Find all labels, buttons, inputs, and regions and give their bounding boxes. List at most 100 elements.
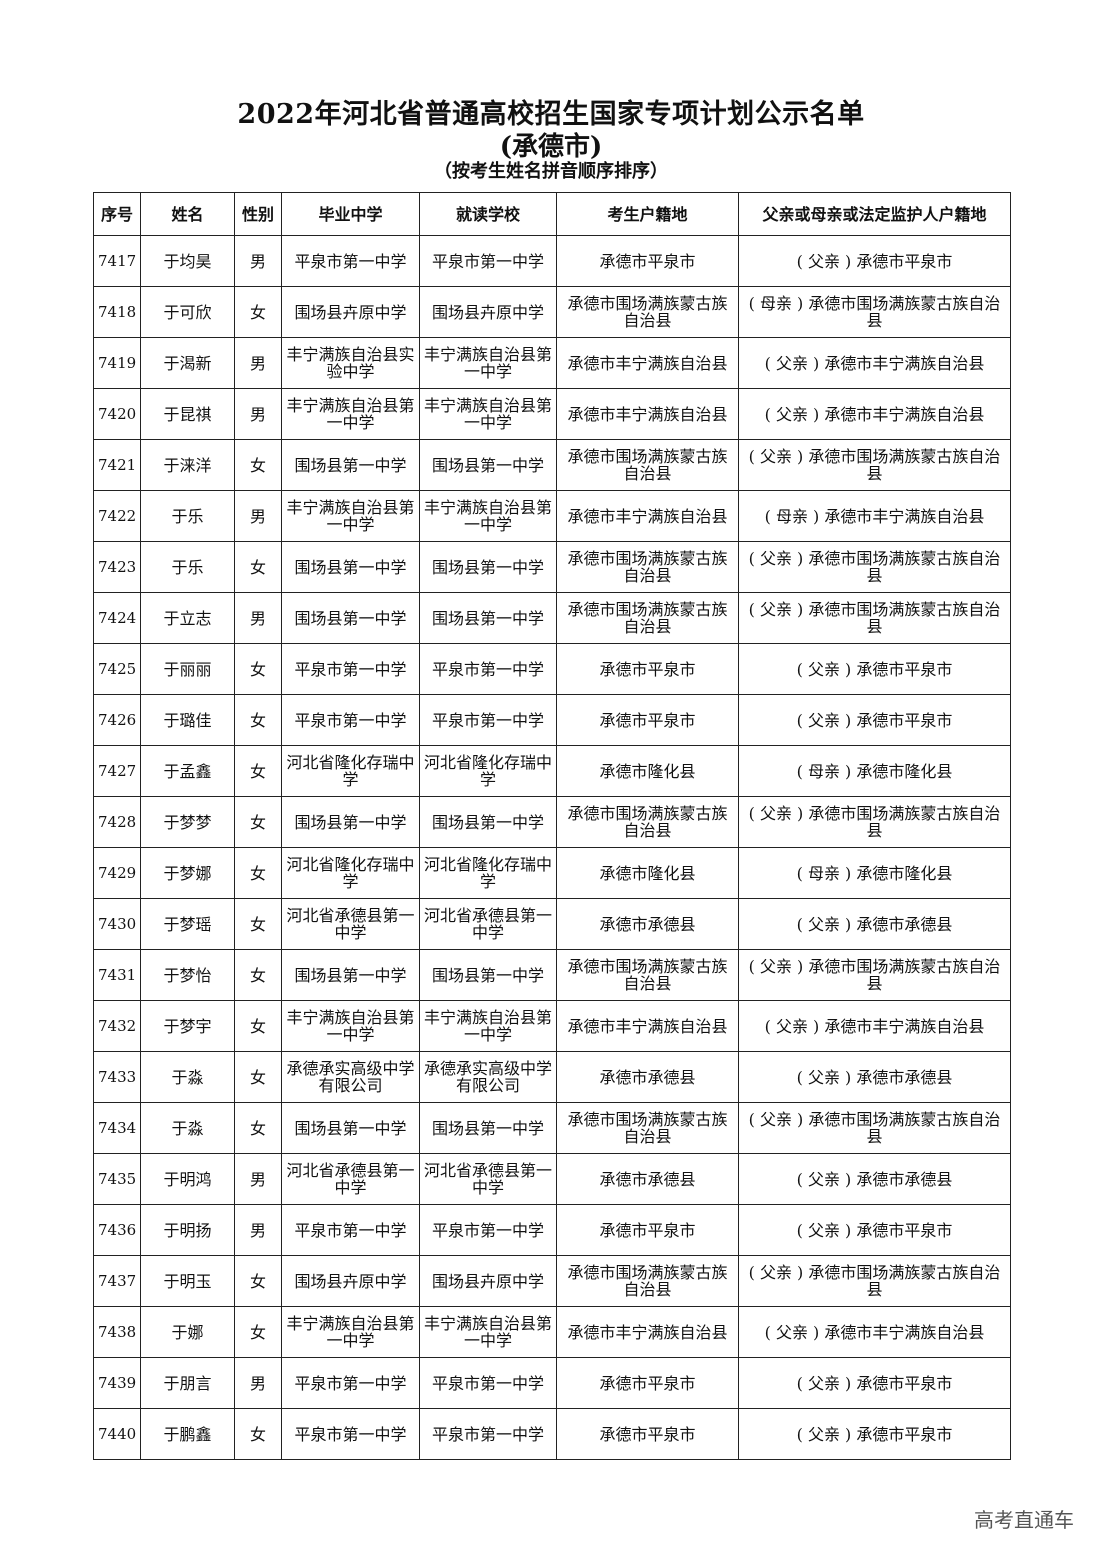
table-row: 7417 于均昊男平泉市第一中学 平泉市第一中学 承德市平泉市( 父亲 ) 承德市平泉… [93, 235, 1011, 287]
cell-name: 于丽丽 [140, 643, 235, 695]
cell-gender: 男 [234, 388, 282, 440]
cell-graduated-school: 围场县第一中学 [281, 1102, 420, 1154]
header-col-current-school: 就读学校 [419, 192, 557, 236]
cell-current-school: 承德承实高级中学有限公司 [419, 1051, 557, 1103]
cell-current-school: 河北省隆化存瑞中学 [419, 745, 557, 797]
cell-household: 承德市平泉市 [556, 694, 739, 746]
cell-household: 承德市围场满族蒙古族自治县 [556, 949, 739, 1001]
cell-gender: 男 [234, 490, 282, 542]
cell-gender: 女 [234, 643, 282, 695]
cell-current-school: 围场县第一中学 [419, 592, 557, 644]
cell-gender: 女 [234, 847, 282, 899]
cell-gender: 女 [234, 949, 282, 1001]
cell-name: 于梦怡 [140, 949, 235, 1001]
cell-guardian-household: ( 父亲 ) 承德市围场满族蒙古族自治县 [738, 439, 1011, 491]
cell-household: 承德市平泉市 [556, 235, 739, 287]
cell-index: 7418 [93, 286, 141, 338]
cell-graduated-school: 丰宁满族自治县第一中学 [281, 1306, 420, 1358]
cell-name: 于梦梦 [140, 796, 235, 848]
cell-graduated-school: 围场县卉原中学 [281, 286, 420, 338]
cell-guardian-household: ( 母亲 ) 承德市隆化县 [738, 847, 1011, 899]
cell-guardian-household: ( 母亲 ) 承德市隆化县 [738, 745, 1011, 797]
header-col-gender: 性别 [234, 192, 282, 236]
cell-current-school: 平泉市第一中学 [419, 1408, 557, 1460]
cell-current-school: 围场县第一中学 [419, 949, 557, 1001]
cell-name: 于乐 [140, 490, 235, 542]
cell-household: 承德市丰宁满族自治县 [556, 1000, 739, 1052]
cell-index: 7431 [93, 949, 141, 1001]
cell-gender: 男 [234, 235, 282, 287]
table-row: 7429 于梦娜女河北省隆化存瑞中学 河北省隆化存瑞中学 承德市隆化县( 母亲 ) 承… [93, 847, 1011, 899]
cell-current-school: 河北省承德县第一中学 [419, 898, 557, 950]
cell-name: 于梦娜 [140, 847, 235, 899]
cell-current-school: 平泉市第一中学 [419, 235, 557, 287]
table-row: 7439 于朋言男平泉市第一中学 平泉市第一中学 承德市平泉市( 父亲 ) 承德市平泉… [93, 1357, 1011, 1409]
table-row: 7422 于乐男丰宁满族自治县第一中学 丰宁满族自治县第一中学 承德市丰宁满族自治县(… [93, 490, 1011, 542]
cell-gender: 男 [234, 1153, 282, 1205]
table-row: 7436 于明扬男平泉市第一中学 平泉市第一中学 承德市平泉市( 父亲 ) 承德市平泉… [93, 1204, 1011, 1256]
cell-index: 7421 [93, 439, 141, 491]
cell-name: 于娜 [140, 1306, 235, 1358]
cell-gender: 女 [234, 1306, 282, 1358]
cell-name: 于梦宇 [140, 1000, 235, 1052]
cell-household: 承德市围场满族蒙古族自治县 [556, 286, 739, 338]
cell-index: 7420 [93, 388, 141, 440]
cell-guardian-household: ( 父亲 ) 承德市丰宁满族自治县 [738, 337, 1011, 389]
cell-name: 于孟鑫 [140, 745, 235, 797]
table-row: 7438 于娜女丰宁满族自治县第一中学 丰宁满族自治县第一中学 承德市丰宁满族自治县(… [93, 1306, 1011, 1358]
cell-household: 承德市平泉市 [556, 1204, 739, 1256]
cell-guardian-household: ( 父亲 ) 承德市围场满族蒙古族自治县 [738, 541, 1011, 593]
cell-graduated-school: 丰宁满族自治县第一中学 [281, 490, 420, 542]
cell-graduated-school: 平泉市第一中学 [281, 643, 420, 695]
cell-household: 承德市围场满族蒙古族自治县 [556, 1255, 739, 1307]
cell-name: 于渴新 [140, 337, 235, 389]
table-row: 7432 于梦宇女丰宁满族自治县第一中学 丰宁满族自治县第一中学 承德市丰宁满族自治县… [93, 1000, 1011, 1052]
header-col-household: 考生户籍地 [556, 192, 739, 236]
cell-index: 7433 [93, 1051, 141, 1103]
cell-gender: 女 [234, 898, 282, 950]
table-row: 7431 于梦怡女围场县第一中学 围场县第一中学 承德市围场满族蒙古族自治县( 父亲 … [93, 949, 1011, 1001]
cell-index: 7438 [93, 1306, 141, 1358]
cell-name: 于淼 [140, 1051, 235, 1103]
cell-gender: 女 [234, 439, 282, 491]
cell-graduated-school: 围场县第一中学 [281, 592, 420, 644]
cell-current-school: 丰宁满族自治县第一中学 [419, 1306, 557, 1358]
table-row: 7435 于明鸿男河北省承德县第一中学 河北省承德县第一中学 承德市承德县( 父亲 )… [93, 1153, 1011, 1205]
cell-household: 承德市承德县 [556, 898, 739, 950]
cell-current-school: 围场县卉原中学 [419, 1255, 557, 1307]
cell-index: 7425 [93, 643, 141, 695]
cell-current-school: 平泉市第一中学 [419, 1204, 557, 1256]
cell-current-school: 丰宁满族自治县第一中学 [419, 337, 557, 389]
table-row: 7419 于渴新男丰宁满族自治县实验中学 丰宁满族自治县第一中学 承德市丰宁满族自治县… [93, 337, 1011, 389]
document-title: 2022年河北省普通高校招生国家专项计划公示名单 [237, 99, 865, 130]
cell-current-school: 丰宁满族自治县第一中学 [419, 490, 557, 542]
cell-gender: 女 [234, 1255, 282, 1307]
cell-guardian-household: ( 父亲 ) 承德市平泉市 [738, 1408, 1011, 1460]
cell-graduated-school: 围场县第一中学 [281, 796, 420, 848]
header-col-name: 姓名 [140, 192, 235, 236]
table-row: 7440 于鹏鑫女平泉市第一中学 平泉市第一中学 承德市平泉市( 父亲 ) 承德市平泉… [93, 1408, 1011, 1460]
cell-household: 承德市隆化县 [556, 745, 739, 797]
cell-household: 承德市围场满族蒙古族自治县 [556, 439, 739, 491]
cell-household: 承德市承德县 [556, 1051, 739, 1103]
cell-guardian-household: ( 父亲 ) 承德市丰宁满族自治县 [738, 1000, 1011, 1052]
cell-index: 7423 [93, 541, 141, 593]
cell-household: 承德市隆化县 [556, 847, 739, 899]
cell-graduated-school: 河北省承德县第一中学 [281, 1153, 420, 1205]
cell-household: 承德市围场满族蒙古族自治县 [556, 796, 739, 848]
cell-current-school: 河北省承德县第一中学 [419, 1153, 557, 1205]
cell-current-school: 丰宁满族自治县第一中学 [419, 1000, 557, 1052]
header-col-graduated-school: 毕业中学 [281, 192, 420, 236]
cell-index: 7417 [93, 235, 141, 287]
cell-name: 于朋言 [140, 1357, 235, 1409]
cell-graduated-school: 丰宁满族自治县第一中学 [281, 1000, 420, 1052]
table-header-row: 序号 姓名 性别 毕业中学 就读学校 考生户籍地 父亲或母亲或法定监护人户籍地 [93, 192, 1011, 236]
table-row: 7420 于昆祺男丰宁满族自治县第一中学 丰宁满族自治县第一中学 承德市丰宁满族自治县… [93, 388, 1011, 440]
header-col-index: 序号 [93, 192, 141, 236]
cell-current-school: 平泉市第一中学 [419, 694, 557, 746]
table-row: 7427 于孟鑫女河北省隆化存瑞中学 河北省隆化存瑞中学 承德市隆化县( 母亲 ) 承… [93, 745, 1011, 797]
cell-current-school: 围场县第一中学 [419, 1102, 557, 1154]
cell-gender: 男 [234, 337, 282, 389]
cell-guardian-household: ( 父亲 ) 承德市平泉市 [738, 694, 1011, 746]
